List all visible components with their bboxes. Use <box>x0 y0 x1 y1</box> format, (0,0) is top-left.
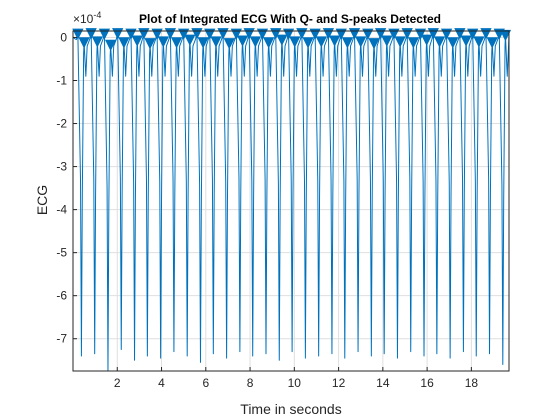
y-tick-label: -5 <box>56 246 67 260</box>
q-peak-marker <box>440 28 453 40</box>
s-peak-marker <box>78 37 90 49</box>
q-peak-marker <box>282 28 295 40</box>
x-tick-label: 2 <box>114 376 121 390</box>
q-peak-marker <box>467 28 479 40</box>
q-peak-marker <box>335 28 347 40</box>
y-tick-label: -4 <box>56 203 67 217</box>
s-peak-marker <box>144 38 156 50</box>
s-peak-marker <box>131 35 143 47</box>
s-peak-marker <box>210 36 222 48</box>
x-tick-label: 8 <box>247 376 254 390</box>
s-peak-marker <box>486 37 498 49</box>
q-peak-marker <box>98 28 111 40</box>
s-peak-marker <box>328 35 341 47</box>
s-peak-marker <box>447 37 459 49</box>
s-peak-marker <box>236 35 249 47</box>
y-axis-label: ECG <box>34 185 50 215</box>
s-peak-marker <box>473 36 485 48</box>
s-peak-marker <box>223 38 235 50</box>
s-peak-marker <box>118 37 130 49</box>
q-peak-marker <box>204 28 216 40</box>
x-tick-label: 16 <box>420 376 434 390</box>
x-tick-label: 10 <box>288 376 302 390</box>
s-peak-marker <box>170 37 183 49</box>
s-peak-marker <box>381 35 393 47</box>
q-peak-marker <box>230 28 242 40</box>
q-peak-marker <box>72 28 84 40</box>
ecg-series <box>72 32 510 372</box>
s-peak-marker <box>276 34 288 46</box>
axes-frame <box>72 30 510 372</box>
s-peak-marker <box>262 37 275 49</box>
s-peak-marker <box>104 39 117 52</box>
y-tick-label: -1 <box>56 73 67 87</box>
s-peak-marker <box>91 36 103 48</box>
x-tick-label: 12 <box>332 376 346 390</box>
s-peak-marker <box>407 37 420 49</box>
q-peak-marker <box>125 28 137 40</box>
exponent-base: ×10 <box>73 12 94 26</box>
y-tick-label: -3 <box>56 160 67 174</box>
chart-title: Plot of Integrated ECG With Q- and S-pea… <box>139 12 441 26</box>
y-tick-label: -6 <box>56 289 67 303</box>
s-peak-marker <box>302 37 314 49</box>
q-peak-marker <box>309 28 321 40</box>
s-peak-marker <box>289 36 301 48</box>
y-tick-label: -2 <box>56 117 67 131</box>
q-peak-marker <box>151 28 163 40</box>
s-peak-marker <box>355 36 367 48</box>
ecg-line <box>72 32 510 372</box>
s-peak-marker <box>315 36 327 48</box>
axis-ticks: 2 4 6 8 10 12 14 16 18 -7 -6 -5 -4 -3 -2 -1 0 <box>56 30 478 390</box>
q-peak-marker <box>362 28 374 40</box>
x-tick-label: 4 <box>158 376 165 390</box>
x-tick-label: 18 <box>465 376 479 390</box>
y-tick-label: 0 <box>60 30 67 44</box>
s-peak-marker <box>157 36 169 48</box>
exponent-power: -4 <box>93 10 101 20</box>
x-axis-label: Time in seconds <box>240 401 341 417</box>
q-peak-marker <box>414 28 427 40</box>
s-peak-marker <box>421 34 433 46</box>
exponent-label: ×10-4 <box>73 10 101 26</box>
s-peak-marker <box>394 36 406 48</box>
y-tick-label: -7 <box>56 332 67 346</box>
q-peak-marker <box>256 28 269 40</box>
x-tick-label: 6 <box>202 376 209 390</box>
s-peak-marker <box>433 36 446 48</box>
s-peak-marker <box>460 35 472 47</box>
s-peak-marker <box>184 34 196 46</box>
x-tick-label: 14 <box>376 376 390 390</box>
s-peak-marker <box>197 37 209 49</box>
s-peak-marker <box>249 36 262 48</box>
s-peak-marker <box>368 38 380 50</box>
q-peak-marker <box>178 28 190 40</box>
s-peak-marker <box>341 37 354 49</box>
s-peak-marker <box>499 29 512 42</box>
q-peak-marker <box>388 28 400 40</box>
